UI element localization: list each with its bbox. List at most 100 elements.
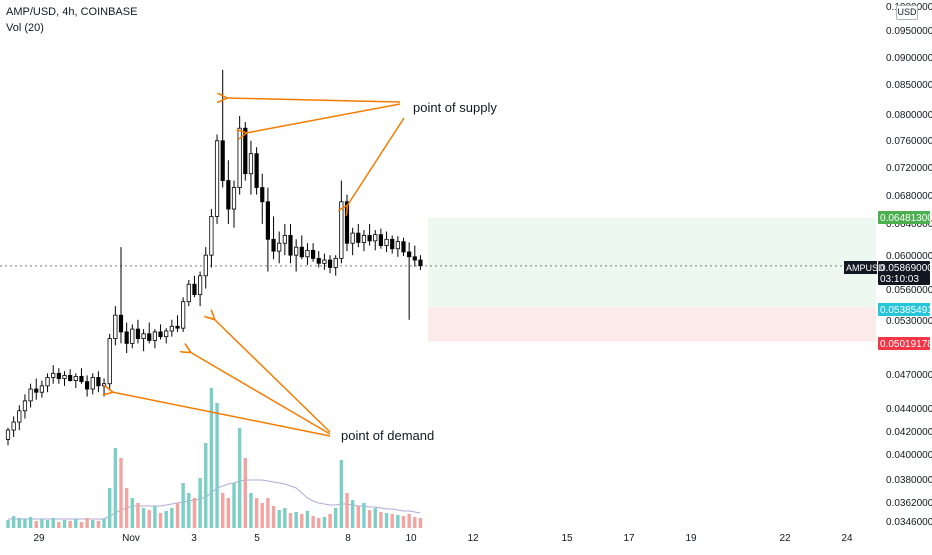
chart-title: AMP/USD, 4h, COINBASE (6, 6, 138, 18)
demand-arrow (190, 352, 331, 435)
candle (271, 216, 276, 260)
symbol-price-tag: AMPUSD (844, 261, 885, 274)
volume-indicator-label[interactable]: Vol (20) (6, 22, 44, 34)
candle (17, 405, 22, 431)
last-price-tag-text: 0.05869000 (880, 263, 932, 274)
candle (169, 319, 174, 337)
volume-bar (113, 448, 118, 528)
candle (220, 69, 225, 188)
candle-body (45, 377, 50, 387)
target-price-tag: 0.06481300 (878, 211, 932, 224)
candle-body (231, 187, 237, 210)
candle-body (169, 325, 174, 332)
volume-bar (221, 493, 225, 528)
target-price-tag-text: 0.06481300 (880, 213, 932, 224)
x-axis-tick: 15 (561, 533, 573, 544)
supply-arrow (226, 98, 401, 102)
candle (226, 160, 231, 224)
candle-body (68, 374, 73, 381)
supply-label: point of supply (413, 100, 497, 115)
volume-bar (6, 520, 10, 528)
volume-bar (350, 500, 355, 528)
supply-arrow (347, 117, 405, 206)
candle (299, 235, 304, 260)
candle (51, 365, 56, 384)
candle (384, 231, 389, 252)
candle (22, 394, 28, 419)
candle (209, 209, 214, 268)
candle (197, 271, 203, 307)
volume-bar (192, 498, 197, 528)
volume-bar (130, 498, 134, 528)
candle (28, 383, 33, 408)
currency-button[interactable]: USD (896, 5, 918, 20)
candle-body (22, 400, 28, 412)
volume-bar (28, 517, 33, 528)
candle (361, 230, 367, 252)
volume-bar (108, 488, 112, 528)
volume-bar (266, 498, 270, 528)
volume-bar (283, 508, 287, 528)
volume-bar (271, 506, 276, 528)
volume-bar (102, 519, 106, 528)
candle (407, 242, 412, 320)
volume-bar (390, 514, 394, 528)
candle-body (395, 241, 400, 250)
volume-bar (215, 403, 219, 528)
candle-body (288, 235, 293, 256)
candle-body (390, 238, 395, 250)
volume-bar (17, 518, 21, 528)
volume-bar (57, 522, 61, 528)
candle-body (147, 333, 152, 341)
candle (135, 319, 141, 344)
candle (305, 243, 310, 265)
x-axis-tick: 8 (345, 533, 351, 544)
volume-bar (96, 521, 101, 528)
volume-bar (164, 511, 168, 528)
candle-body (62, 374, 67, 379)
volume-bar (379, 512, 383, 528)
stop-price-tag: 0.05019178 (878, 337, 932, 350)
volume-bar (407, 514, 411, 528)
candle (288, 223, 293, 264)
volume-bar (249, 493, 253, 528)
candle-body (11, 421, 16, 431)
annotations: point of supply point of demand (112, 98, 497, 443)
candle-body (192, 283, 197, 296)
candle (294, 239, 299, 272)
last-price-tag-bg (878, 261, 930, 285)
volume-bar (384, 513, 389, 528)
candle-body (333, 258, 338, 268)
candle-body (237, 127, 242, 188)
last-price-tag-text: 03:10:03 (880, 274, 919, 285)
volume-bar (226, 498, 231, 528)
candle (231, 180, 237, 228)
candle-body (407, 251, 412, 258)
volume-bar (147, 510, 151, 528)
candle (124, 322, 129, 354)
candle-body (181, 301, 186, 329)
candle (367, 223, 372, 246)
volume-bar (243, 458, 247, 528)
x-axis-tick: 10 (405, 533, 417, 544)
volume-bar (11, 516, 16, 528)
candle (186, 279, 191, 307)
volume-bar (294, 512, 298, 528)
x-axis-tick: 24 (841, 533, 853, 544)
volume-bar (362, 503, 366, 528)
x-axis-tick: 3 (191, 533, 197, 544)
candle-body (220, 140, 225, 181)
volume-bar (158, 513, 163, 528)
candle-body (186, 283, 191, 303)
candle-body (243, 127, 248, 175)
volume-bar (396, 515, 400, 528)
candle-body (56, 372, 61, 379)
